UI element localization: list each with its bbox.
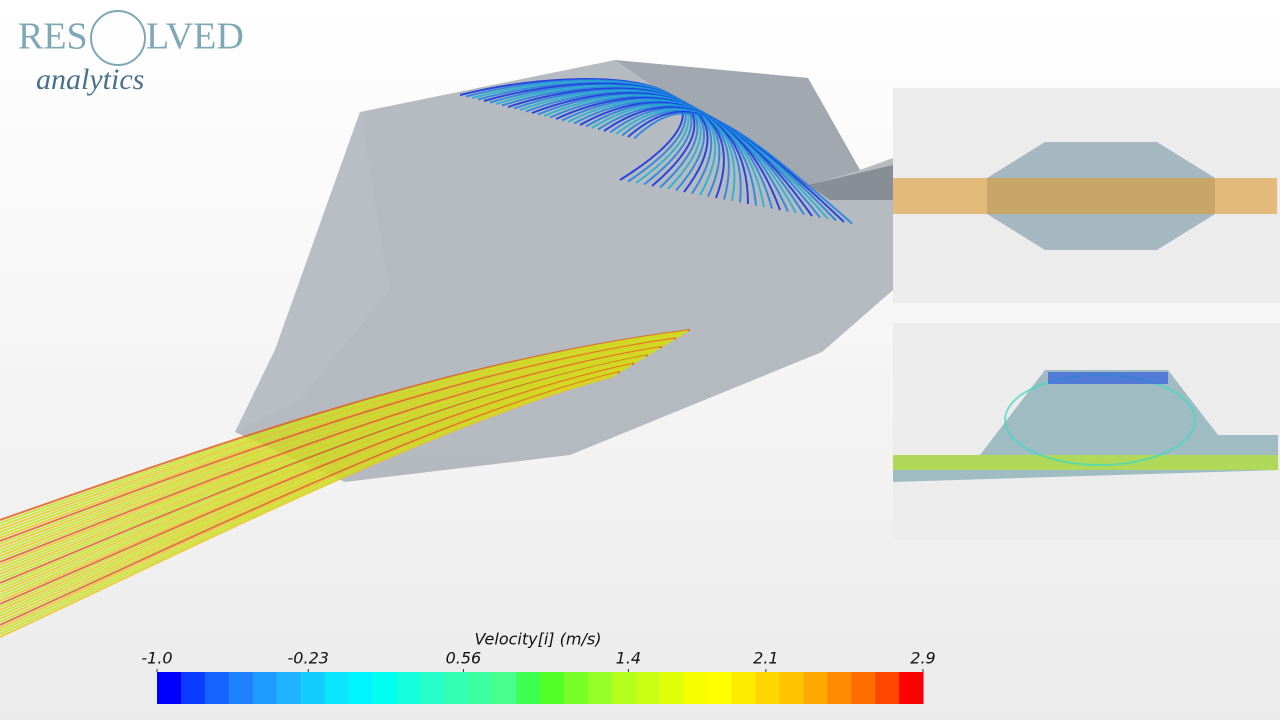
streamline (0, 341, 671, 551)
streamline (0, 337, 677, 542)
streamline (0, 332, 685, 530)
chamber-face (615, 60, 860, 188)
colorbar-tick-label: 2.1 (753, 649, 778, 668)
streamline (0, 356, 645, 590)
colorbar-title: Velocity[i] (m/s) (475, 630, 602, 649)
streamline (0, 330, 689, 524)
streamline (0, 351, 653, 578)
colorbar-segment (635, 672, 661, 704)
chamber-face (235, 112, 390, 432)
colorbar-segment (851, 672, 876, 704)
colorbar-tick-label: -0.23 (288, 649, 329, 668)
colorbar-segment (492, 672, 517, 704)
streamline (0, 348, 659, 569)
colorbar-segment (252, 672, 278, 704)
streamline (0, 339, 673, 548)
inset-top (893, 88, 1280, 303)
streamline (0, 375, 613, 638)
colorbar-segment (372, 672, 397, 704)
streamline (0, 347, 661, 566)
streamline (0, 354, 649, 584)
colorbar-segment (899, 672, 924, 704)
streamline (0, 336, 679, 539)
colorbar-segment (204, 672, 230, 704)
colorbar-segment (396, 672, 421, 704)
streamline (0, 342, 669, 554)
outlet (808, 165, 893, 200)
streamline (633, 112, 853, 225)
inset-jet (893, 455, 1278, 470)
colorbar-segment (180, 672, 206, 704)
colorbar-tick-label: 1.4 (616, 649, 641, 668)
colorbar-segment (779, 672, 804, 704)
logo-subtitle: analytics (36, 63, 144, 96)
streamlines (0, 78, 853, 638)
logo-text: RES (18, 16, 88, 58)
colorbar-segment (563, 672, 589, 704)
colorbar-segment (300, 672, 326, 704)
streamline (0, 343, 667, 557)
streamline (0, 357, 643, 593)
streamline (0, 329, 691, 521)
colorbar-tick-label: -1.0 (141, 649, 172, 668)
colorbar-segment (157, 672, 182, 704)
inset-bottom (893, 323, 1280, 540)
colorbar-segment (707, 672, 732, 704)
colorbar-segment (587, 672, 613, 704)
streamline (0, 350, 655, 575)
colorbar-segment (348, 672, 373, 704)
streamline (0, 355, 647, 587)
colorbar-segment (803, 672, 828, 704)
streamline (0, 331, 687, 527)
streamline (0, 338, 675, 545)
streamline (0, 333, 683, 533)
logo-text: LVED (146, 16, 244, 58)
streamline (0, 353, 651, 581)
colorbar-segment (875, 672, 900, 704)
colorbar-segment (324, 672, 349, 704)
streamline (0, 335, 681, 536)
colorbar: -1.0 -0.23 0.56 1.4 2.1 2.9 (141, 649, 936, 704)
colorbar-segment (276, 672, 302, 704)
colorbar-segment (540, 672, 565, 704)
streamline (0, 345, 663, 563)
colorbar-segment (444, 672, 469, 704)
colorbar-segment (683, 672, 709, 704)
colorbar-tick-label: 2.9 (910, 649, 935, 668)
logo-circle (90, 10, 146, 66)
colorbar-tick-label: 0.56 (446, 649, 482, 668)
streamline (0, 344, 665, 560)
colorbar-segment (468, 672, 493, 704)
logo: RES LVED analytics (18, 10, 244, 96)
inset-vortex (1048, 372, 1168, 384)
streamline (0, 349, 657, 572)
colorbar-segment (755, 672, 780, 704)
colorbar-segment (827, 672, 852, 704)
colorbar-segment (731, 672, 756, 704)
colorbar-segment (420, 672, 445, 704)
colorbar-segment (228, 672, 254, 704)
colorbar-segment (659, 672, 685, 704)
colorbar-segment (516, 672, 541, 704)
colorbar-segment (611, 672, 637, 704)
inset-jet (893, 178, 1277, 214)
